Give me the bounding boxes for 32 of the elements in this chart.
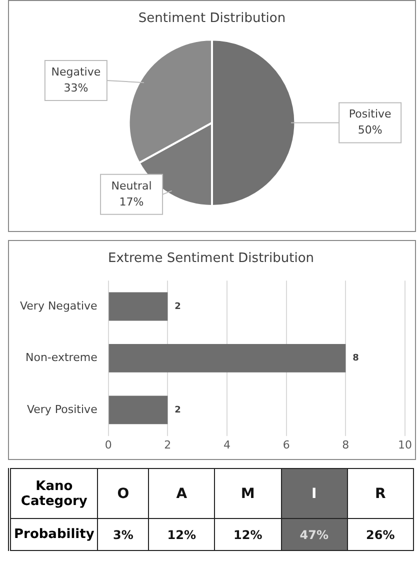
data-label: 12% <box>148 518 215 550</box>
chart-title: Extreme Sentiment Distribution <box>108 251 314 266</box>
text: Probability <box>10 518 98 550</box>
data-label: 3% <box>98 518 149 550</box>
data-label: 8 <box>352 354 359 364</box>
data-label: 26% <box>347 518 414 550</box>
slice-label: Neutral <box>111 179 152 192</box>
category-label: A <box>148 468 215 518</box>
slice-label: Positive <box>348 108 392 121</box>
data-label: 50% <box>358 124 382 137</box>
data-label: 12% <box>214 518 282 550</box>
data-label: 17% <box>119 195 144 208</box>
x-tick-label: 0 <box>104 438 112 452</box>
x-tick-label: 10 <box>398 438 412 452</box>
x-tick-label: 6 <box>282 438 290 452</box>
x-tick-label: 8 <box>342 438 350 452</box>
category-label: M <box>214 468 282 518</box>
data-label: 33% <box>64 81 88 94</box>
x-tick-label: 2 <box>164 438 172 452</box>
y-tick-label: Very Negative <box>20 299 98 312</box>
data-label: 2 <box>174 302 181 312</box>
category-label: R <box>347 468 414 518</box>
category-label: I <box>281 468 348 518</box>
text: Kano Category <box>10 468 98 518</box>
data-label: 47% <box>281 518 348 550</box>
chart-title: Sentiment Distribution <box>138 11 286 26</box>
x-tick-label: 4 <box>224 438 230 452</box>
slice-label: Negative <box>51 65 101 78</box>
y-tick-label: Very Positive <box>26 402 98 416</box>
y-tick-label: Non-extreme <box>26 351 98 364</box>
category-label: O <box>98 468 149 518</box>
data-label: 2 <box>174 405 181 416</box>
